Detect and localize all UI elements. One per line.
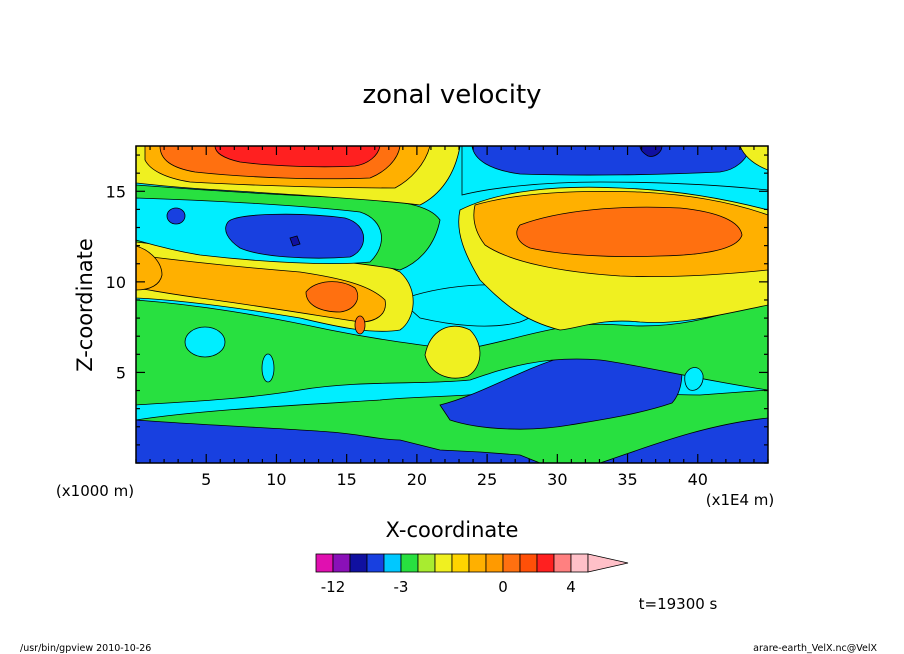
colorbar-tick-label: 4: [566, 578, 576, 596]
plot-area: [136, 146, 768, 463]
colorbar-segment: [349, 553, 368, 573]
y-axis-label: Z-coordinate: [73, 238, 97, 372]
colorbar: [315, 553, 629, 573]
field-blob-darkblue-top: [639, 146, 663, 157]
field-blob-cyan-right-edge: [684, 367, 704, 391]
y-tick-label: 10: [106, 273, 126, 292]
colorbar-tick-label: -12: [321, 578, 346, 596]
y-tick-label: 15: [106, 182, 126, 201]
field-blob-cyan-left: [184, 326, 226, 358]
x-tick-label: 20: [407, 470, 427, 489]
field-blob-orange-left-edge: [136, 245, 163, 291]
field-blob-cyan-small: [261, 353, 275, 383]
colorbar-segment: [332, 553, 351, 573]
colorbar-tick-label: -3: [394, 578, 409, 596]
colorbar-segment: [485, 553, 504, 573]
colorbar-segment: [502, 553, 521, 573]
x-axis-label: X-coordinate: [386, 518, 519, 542]
y-axis-unit: (x1000 m): [56, 482, 134, 500]
field-blob-darkblue-small: [289, 235, 301, 247]
y-tick-label: 5: [116, 363, 126, 382]
colorbar-segment: [553, 553, 572, 573]
field-region-blue-top-right: [471, 146, 751, 176]
x-axis-unit: (x1E4 m): [706, 491, 775, 509]
x-tick-label: 35: [617, 470, 637, 489]
colorbar-extension-arrow: [587, 553, 629, 573]
colorbar-segment: [383, 553, 402, 573]
field-region-orange-dark-right: [516, 206, 743, 257]
colorbar-segment: [400, 553, 419, 573]
time-label: t=19300 s: [639, 595, 718, 613]
x-tick-label: 25: [477, 470, 497, 489]
footer-left: /usr/bin/gpview 2010-10-26: [20, 643, 151, 654]
field-blob-yellow-center: [424, 325, 481, 379]
colorbar-segment: [434, 553, 453, 573]
colorbar-segment: [570, 553, 589, 573]
x-tick-label: 15: [336, 470, 356, 489]
x-tick-label: 5: [201, 470, 211, 489]
field-blob-orange-small: [354, 315, 366, 335]
colorbar-segment: [315, 553, 334, 573]
field-blob-blue-large: [439, 353, 683, 430]
x-tick-label: 40: [688, 470, 708, 489]
colorbar-segment: [451, 553, 470, 573]
field-blob-blue-upper: [225, 213, 364, 259]
field-blob-blue-left: [166, 207, 186, 225]
x-tick-labels: 5 10 15 20 25 30 35 40: [201, 470, 708, 489]
plot-frame: [135, 145, 769, 464]
colorbar-segment: [536, 553, 555, 573]
colorbar-segment: [519, 553, 538, 573]
colorbar-segment: [366, 553, 385, 573]
x-tick-label: 30: [547, 470, 567, 489]
field-blob-orange-dark: [305, 281, 359, 313]
field-region-yellow-corner: [739, 146, 768, 171]
field-band-blue-bottom: [136, 419, 541, 463]
colorbar-segment: [468, 553, 487, 573]
x-tick-label: 10: [266, 470, 286, 489]
chart-title: zonal velocity: [362, 80, 541, 110]
colorbar-tick-label: 0: [498, 578, 508, 596]
field-region-red-top: [214, 146, 381, 168]
footer-right: arare-earth_VelX.nc@VelX: [753, 643, 877, 654]
colorbar-segment: [417, 553, 436, 573]
y-tick-labels: 5 10 15: [106, 182, 126, 382]
colorbar-tick-labels: -12 -3 0 4: [321, 578, 576, 596]
